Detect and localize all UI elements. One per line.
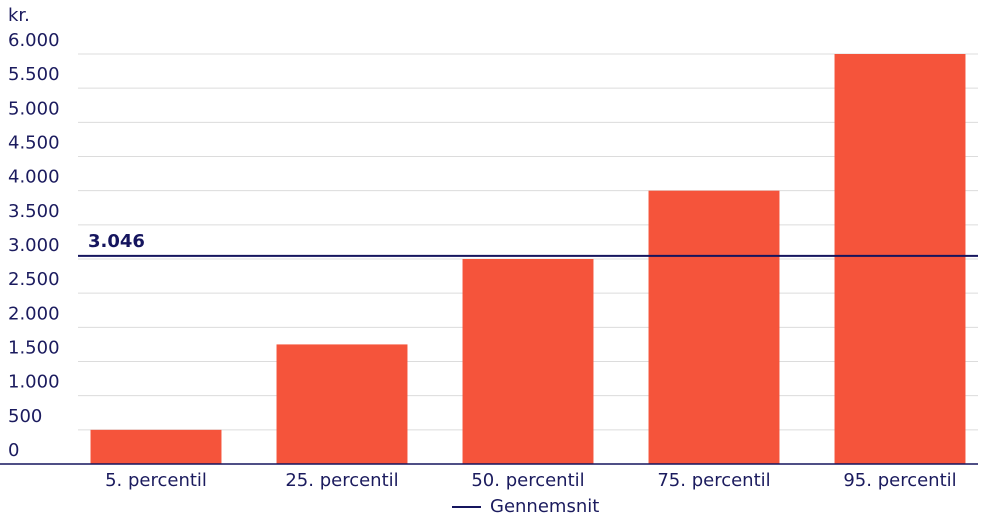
y-tick-label: 3.000 [8,235,60,256]
x-tick-label: 25. percentil [285,470,398,491]
y-tick-label: 2.000 [8,303,60,324]
y-tick-label: 500 [8,406,42,427]
legend-label: Gennemsnit [490,496,599,517]
y-tick-label: 1.000 [8,372,60,393]
y-unit: kr. [8,5,30,26]
x-tick-label: 50. percentil [471,470,584,491]
y-tick-label: 4.000 [8,167,60,188]
y-tick-label: 6.000 [8,30,60,51]
y-tick-label: 4.500 [8,133,60,154]
reference-label: 3.046 [88,231,145,252]
y-tick-label: 2.500 [8,269,60,290]
y-tick-label: 3.500 [8,201,60,222]
y-tick-label: 5.500 [8,64,60,85]
bar [276,344,408,464]
bar [462,259,594,464]
bar [90,429,222,464]
y-tick-label: 1.500 [8,338,60,359]
bar [834,54,966,464]
y-tick-label: 5.000 [8,98,60,119]
x-tick-label: 75. percentil [657,470,770,491]
x-tick-label: 95. percentil [843,470,956,491]
y-tick-label: 0 [8,440,19,461]
x-tick-label: 5. percentil [105,470,207,491]
bar [648,190,780,464]
